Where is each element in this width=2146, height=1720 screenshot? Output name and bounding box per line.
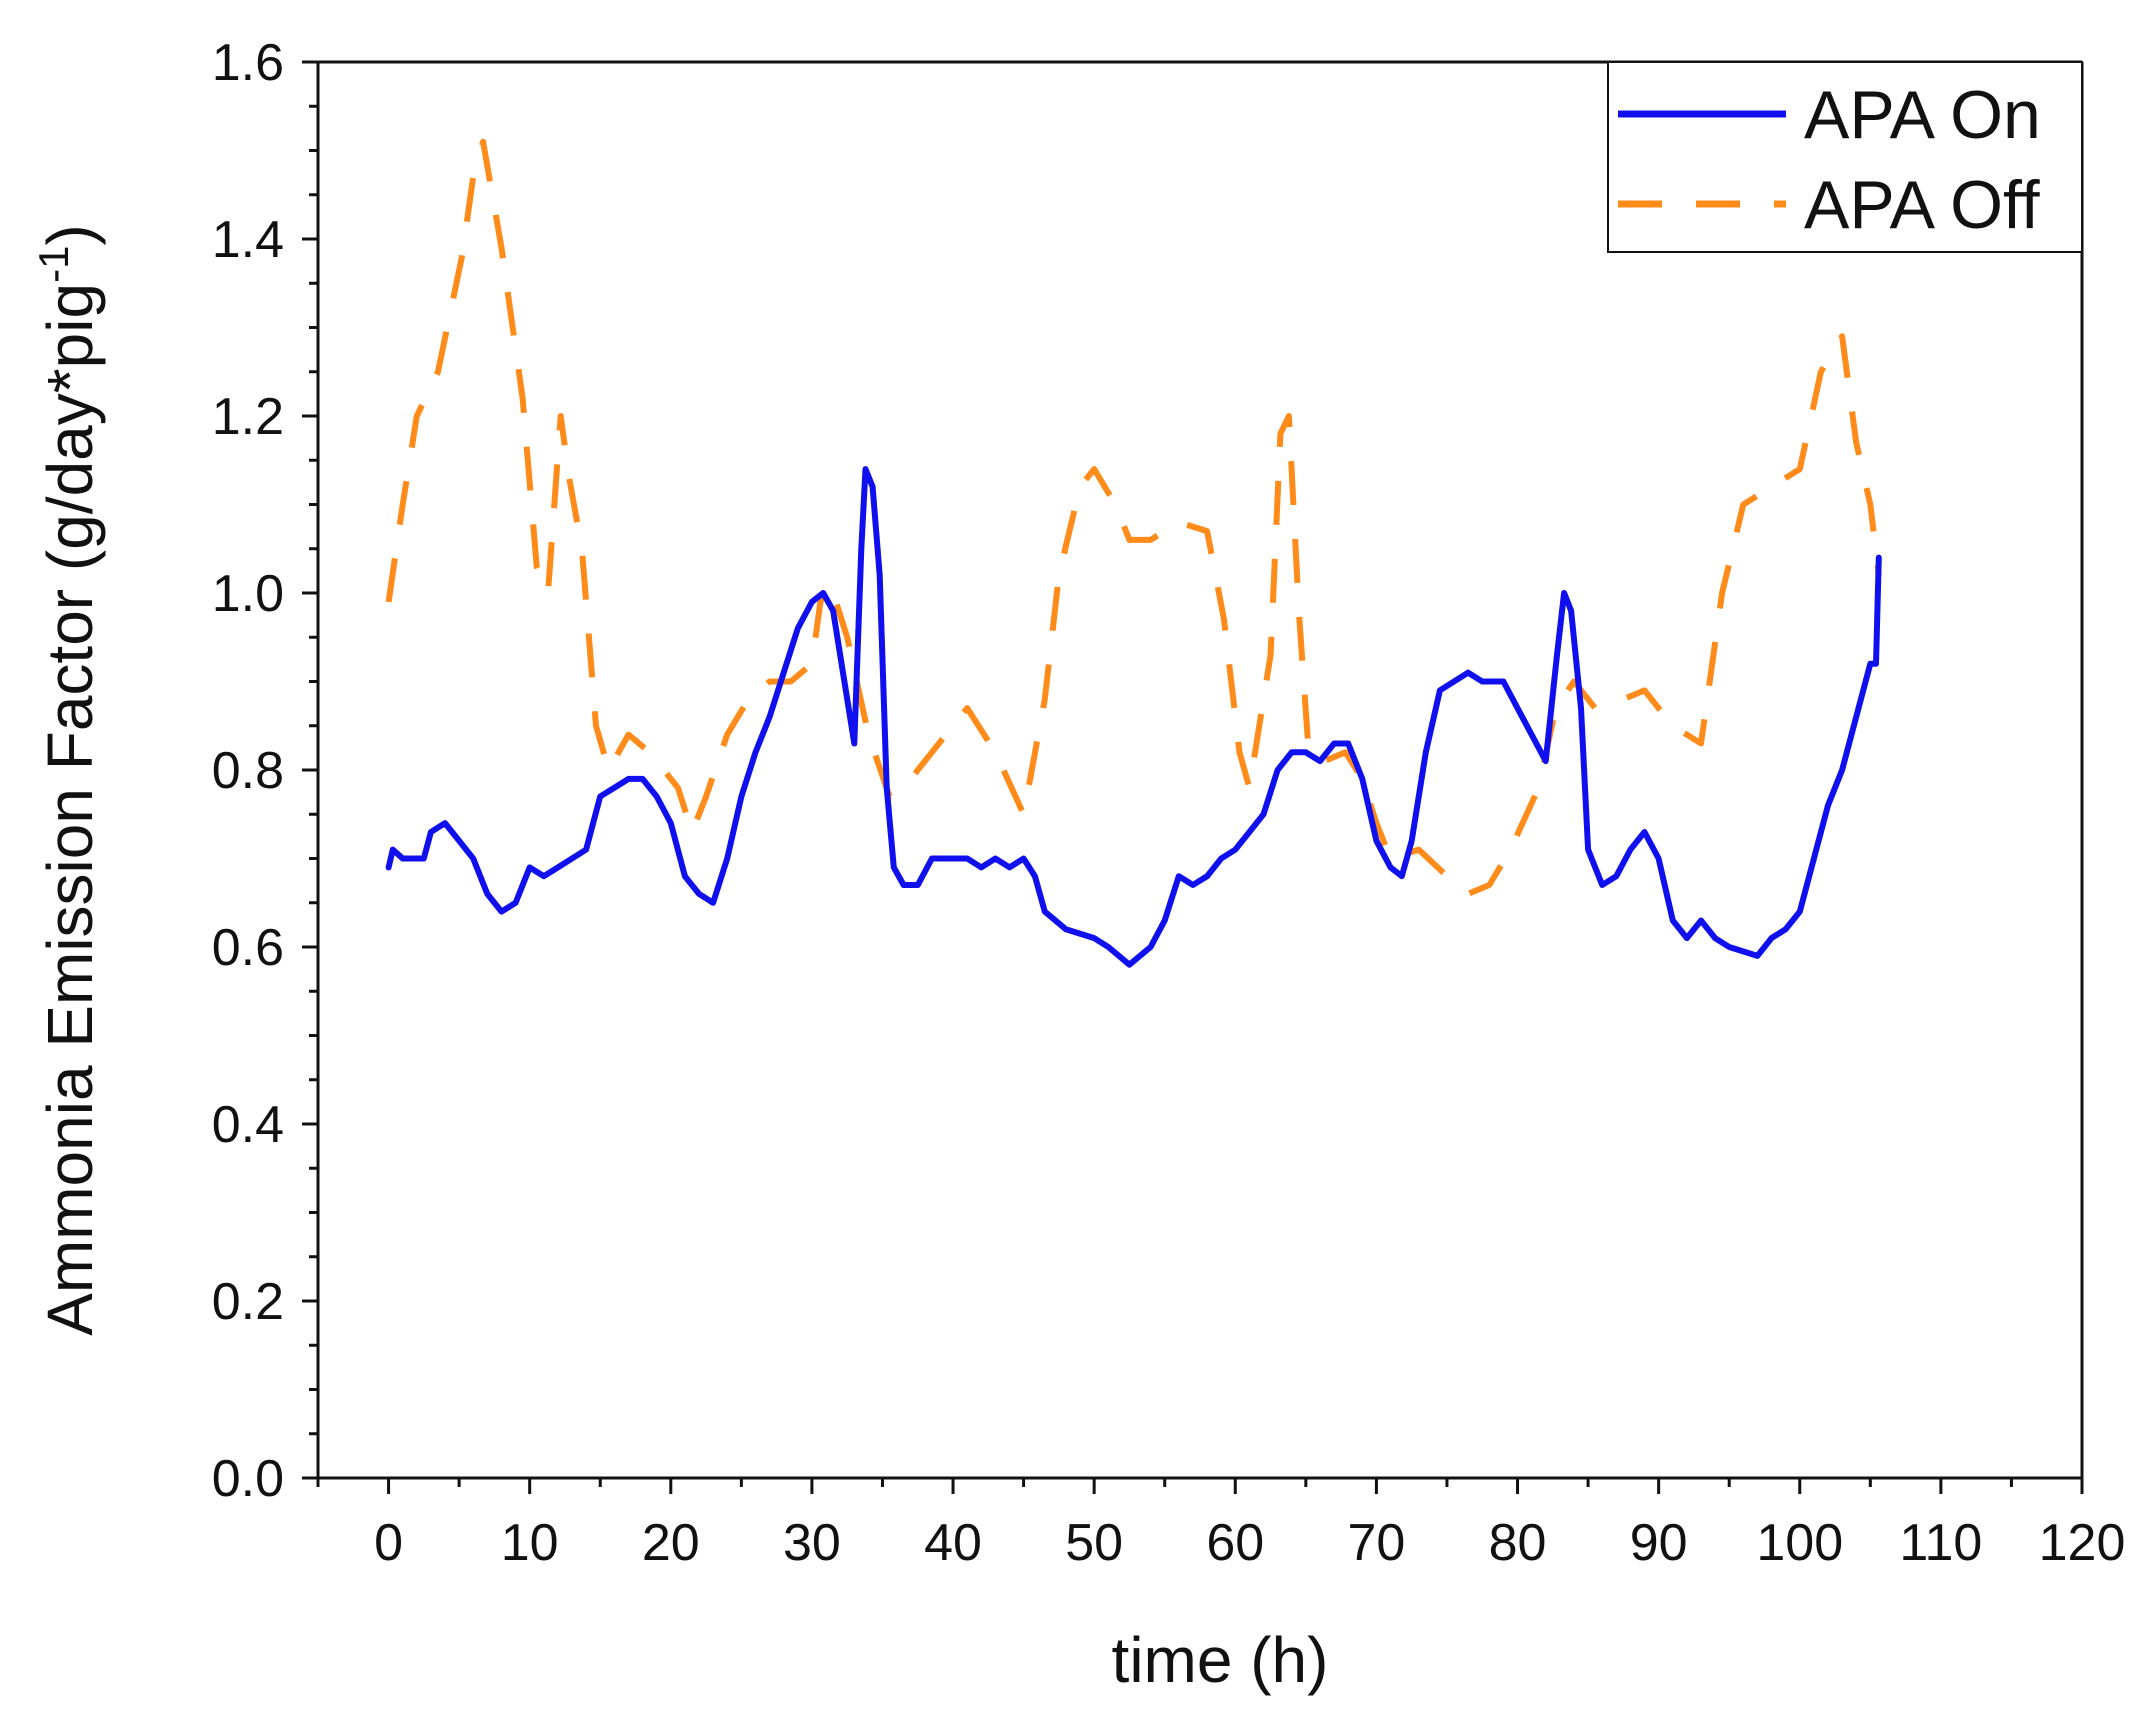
- y-axis-title-superscript: -1: [30, 246, 77, 283]
- x-tick-label: 40: [924, 1514, 982, 1572]
- y-tick-label: 0.4: [212, 1096, 284, 1154]
- x-tick-label: 90: [1630, 1514, 1688, 1572]
- y-axis-title: Ammonia Emission Factor (g/day*pig-1): [30, 224, 106, 1336]
- y-axis-title-close: ): [34, 224, 106, 245]
- x-tick-label: 120: [2039, 1514, 2126, 1572]
- x-tick-label: 0: [374, 1514, 403, 1572]
- y-tick-label: 0.2: [212, 1273, 284, 1331]
- y-tick-label: 0.0: [212, 1450, 284, 1508]
- series-layer: [385, 138, 1882, 968]
- legend-label-apa-on: APA On: [1804, 77, 2041, 153]
- legend-label-apa-off: APA Off: [1804, 167, 2040, 243]
- y-axis-title-main: Ammonia Emission Factor (g/day*pig: [34, 283, 106, 1336]
- x-tick-label: 10: [501, 1514, 559, 1572]
- ticks-layer: 0 10 20 30 40 50 60 70 80 90 100 110 120 0.0 0.2 0.4 0.6…: [212, 34, 2126, 1572]
- x-tick-label: 80: [1489, 1514, 1547, 1572]
- axes-layer: [316, 60, 2084, 1480]
- x-tick-label: 50: [1065, 1514, 1123, 1572]
- x-tick-label: 60: [1206, 1514, 1264, 1572]
- y-tick-label: 0.6: [212, 919, 284, 977]
- x-tick-label: 100: [1756, 1514, 1843, 1572]
- labels-layer: time (h) Ammonia Emission Factor (g/day*…: [30, 224, 1328, 1696]
- series-line-apa-off: [385, 138, 1882, 897]
- legend: APA On APA Off: [1607, 61, 2083, 253]
- x-tick-label: 70: [1347, 1514, 1405, 1572]
- y-tick-label: 0.8: [212, 742, 284, 800]
- y-tick-label: 1.0: [212, 565, 284, 623]
- x-tick-label: 20: [642, 1514, 700, 1572]
- series-line-apa-on: [385, 466, 1882, 968]
- y-tick-label: 1.6: [212, 34, 284, 92]
- y-tick-label: 1.2: [212, 388, 284, 446]
- x-tick-label: 110: [1899, 1514, 1982, 1572]
- legend-box: [1607, 61, 2083, 253]
- y-tick-label: 1.4: [212, 211, 284, 269]
- x-axis-title: time (h): [1112, 1624, 1329, 1696]
- x-tick-label: 30: [783, 1514, 841, 1572]
